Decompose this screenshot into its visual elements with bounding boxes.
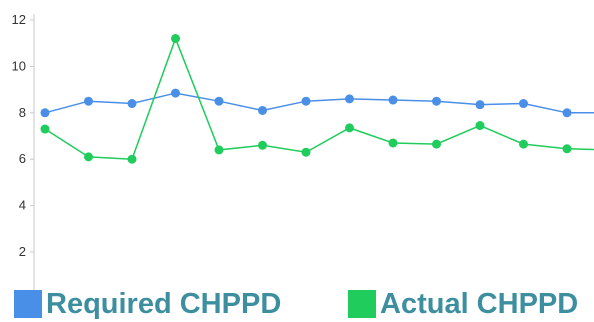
- data-point-required[interactable]: [388, 95, 398, 105]
- data-point-actual[interactable]: [388, 138, 398, 148]
- data-point-required[interactable]: [301, 96, 311, 106]
- series-line-actual: [44, 36, 594, 160]
- legend-item-actual[interactable]: Actual CHPPD: [348, 286, 578, 322]
- data-point-required[interactable]: [214, 96, 224, 106]
- legend-swatch-required: [14, 290, 42, 318]
- data-point-actual[interactable]: [519, 139, 528, 149]
- data-point-required[interactable]: [127, 99, 137, 109]
- data-point-actual[interactable]: [301, 147, 311, 157]
- data-point-actual[interactable]: [258, 140, 267, 150]
- data-point-actual[interactable]: [127, 154, 137, 164]
- series-layer: [40, 34, 594, 164]
- data-point-required[interactable]: [519, 99, 528, 109]
- y-tick-label: 6: [19, 151, 26, 166]
- line-chart: 2 4 6 8 10 12: [12, 12, 594, 290]
- data-point-required[interactable]: [258, 105, 267, 115]
- legend-item-required[interactable]: Required CHPPD: [14, 286, 281, 322]
- data-point-actual[interactable]: [562, 144, 572, 154]
- legend-swatch-actual: [348, 290, 376, 318]
- data-point-required[interactable]: [432, 96, 441, 106]
- data-point-required[interactable]: [345, 94, 354, 104]
- data-point-actual[interactable]: [432, 139, 441, 149]
- y-tick-label: 2: [19, 244, 26, 259]
- y-tick-label: 10: [12, 58, 26, 73]
- data-point-required[interactable]: [40, 108, 50, 118]
- y-tick-label: 12: [12, 12, 26, 27]
- data-point-actual[interactable]: [214, 145, 224, 155]
- legend: Required CHPPD Actual CHPPD: [0, 286, 594, 322]
- data-point-actual[interactable]: [84, 152, 93, 162]
- y-axis-ticks: 2 4 6 8 10 12: [12, 12, 34, 259]
- y-tick-label: 4: [19, 198, 26, 213]
- data-point-required[interactable]: [475, 100, 485, 110]
- data-point-actual[interactable]: [475, 121, 485, 131]
- y-tick-label: 8: [19, 105, 26, 120]
- data-point-required[interactable]: [84, 96, 93, 106]
- series-line-required: [44, 92, 594, 114]
- data-point-required[interactable]: [562, 108, 572, 118]
- data-point-actual[interactable]: [345, 123, 354, 133]
- data-point-actual[interactable]: [40, 124, 50, 134]
- legend-label-actual: Actual CHPPD: [380, 288, 579, 320]
- data-point-required[interactable]: [171, 88, 180, 98]
- data-point-actual[interactable]: [171, 34, 180, 44]
- legend-label-required: Required CHPPD: [46, 288, 282, 320]
